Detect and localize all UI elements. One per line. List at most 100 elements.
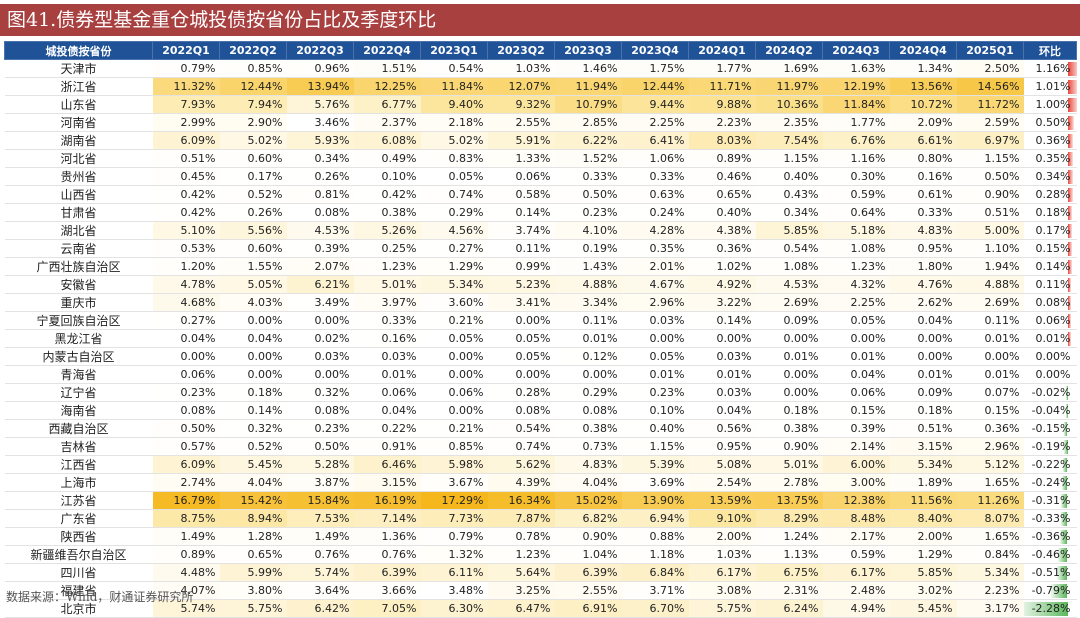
share-cell: 3.25% <box>487 581 555 600</box>
share-cell: 4.10% <box>554 221 622 240</box>
share-cell: 0.39% <box>822 419 890 438</box>
share-cell: 3.97% <box>353 293 421 312</box>
share-cell: 0.49% <box>353 149 421 168</box>
share-cell: 3.64% <box>286 581 354 600</box>
share-cell: 3.46% <box>286 113 354 132</box>
qoq-value: -0.24% <box>1031 475 1071 489</box>
share-cell: 7.14% <box>353 509 421 528</box>
qoq-bar <box>1062 475 1068 490</box>
share-cell: 0.90% <box>956 185 1024 204</box>
qoq-bar <box>1067 331 1071 346</box>
share-cell: 0.02% <box>286 329 354 348</box>
table-row: 河北省 0.51% 0.60% 0.34% 0.49% 0.83% 1.33% 1.52% 1.… <box>4 149 1077 168</box>
share-cell: 0.09% <box>755 311 823 330</box>
share-cell: 5.01% <box>755 455 823 474</box>
qoq-value: 0.15% <box>1035 241 1071 255</box>
share-cell: 6.11% <box>420 563 488 582</box>
share-cell: 2.85% <box>554 113 622 132</box>
share-cell: 6.17% <box>822 563 890 582</box>
share-cell: 8.75% <box>152 509 220 528</box>
share-cell: 0.00% <box>219 347 287 366</box>
share-cell: 4.04% <box>554 473 622 492</box>
qoq-bar <box>1067 259 1072 274</box>
qoq-bar <box>1067 295 1072 310</box>
share-cell: 0.90% <box>755 437 823 456</box>
share-cell: 6.82% <box>554 509 622 528</box>
qoq-value: 0.35% <box>1035 151 1071 165</box>
province-cell: 湖北省 <box>4 221 153 240</box>
share-cell: 2.23% <box>688 113 756 132</box>
qoq-bar <box>1067 97 1077 112</box>
share-cell: 4.68% <box>152 293 220 312</box>
qoq-value: 0.28% <box>1035 187 1071 201</box>
share-cell: 2.55% <box>487 113 555 132</box>
qoq-bar <box>1057 547 1068 562</box>
table-row: 福建省 4.07% 3.80% 3.64% 3.66% 3.48% 3.25% 2.55% 3.… <box>4 581 1077 600</box>
header-quarter: 2024Q1 <box>688 41 756 60</box>
share-cell: 2.18% <box>420 113 488 132</box>
share-cell: 4.07% <box>152 581 220 600</box>
share-cell: 4.94% <box>822 599 890 618</box>
share-cell: 0.42% <box>152 203 220 222</box>
share-cell: 1.06% <box>621 149 689 168</box>
share-cell: 5.45% <box>219 455 287 474</box>
share-cell: 2.09% <box>889 113 957 132</box>
qoq-cell: 0.00% <box>1023 347 1077 366</box>
share-cell: 0.90% <box>554 527 622 546</box>
share-cell: 4.83% <box>554 455 622 474</box>
share-cell: 0.00% <box>420 365 488 384</box>
share-cell: 0.32% <box>219 419 287 438</box>
table-row: 辽宁省 0.23% 0.18% 0.32% 0.06% 0.06% 0.28% 0.29% 0.… <box>4 383 1077 402</box>
share-cell: 0.73% <box>554 437 622 456</box>
share-cell: 3.49% <box>286 293 354 312</box>
share-cell: 1.77% <box>688 59 756 78</box>
share-cell: 2.69% <box>956 293 1024 312</box>
share-cell: 7.54% <box>755 131 823 150</box>
table-row: 湖南省 6.09% 5.02% 5.93% 6.08% 5.02% 5.91% 6.22% 6.… <box>4 131 1077 150</box>
share-cell: 0.12% <box>554 347 622 366</box>
share-cell: 0.60% <box>219 149 287 168</box>
qoq-value: 1.01% <box>1035 79 1071 93</box>
share-cell: 0.18% <box>219 383 287 402</box>
share-cell: 1.15% <box>621 437 689 456</box>
qoq-cell: 0.36% <box>1023 131 1077 150</box>
qoq-bar <box>1062 457 1068 472</box>
table-row: 内蒙古自治区 0.00% 0.00% 0.03% 0.03% 0.00% 0.05% 0.12… <box>4 347 1077 366</box>
share-cell: 7.87% <box>487 509 555 528</box>
share-cell: 2.90% <box>219 113 287 132</box>
share-cell: 15.02% <box>554 491 622 510</box>
share-cell: 0.53% <box>152 239 220 258</box>
share-cell: 1.04% <box>554 545 622 564</box>
share-cell: 0.78% <box>487 527 555 546</box>
share-cell: 0.00% <box>420 347 488 366</box>
share-cell: 0.38% <box>353 203 421 222</box>
share-cell: 6.94% <box>621 509 689 528</box>
share-cell: 9.40% <box>420 95 488 114</box>
share-cell: 0.33% <box>889 203 957 222</box>
share-cell: 1.77% <box>822 113 890 132</box>
share-cell: 5.45% <box>889 599 957 618</box>
qoq-bar <box>1065 385 1068 400</box>
province-cell: 吉林省 <box>4 437 153 456</box>
share-cell: 9.44% <box>621 95 689 114</box>
share-cell: 5.56% <box>219 221 287 240</box>
share-cell: 0.74% <box>487 437 555 456</box>
share-cell: 2.17% <box>822 527 890 546</box>
share-cell: 0.34% <box>755 203 823 222</box>
table-row: 北京市 5.74% 5.75% 6.42% 7.05% 6.30% 6.47% 6.91% 6.… <box>4 599 1077 618</box>
share-cell: 2.00% <box>688 527 756 546</box>
qoq-cell: 0.28% <box>1023 185 1077 204</box>
qoq-value: -0.15% <box>1031 421 1071 435</box>
share-cell: 0.23% <box>152 383 220 402</box>
share-cell: 4.39% <box>487 473 555 492</box>
share-cell: 2.50% <box>956 59 1024 78</box>
share-cell: 3.41% <box>487 293 555 312</box>
table-row: 河南省 2.99% 2.90% 3.46% 2.37% 2.18% 2.55% 2.85% 2.… <box>4 113 1077 132</box>
qoq-value: 0.34% <box>1035 169 1071 183</box>
share-cell: 0.85% <box>219 59 287 78</box>
share-cell: 1.51% <box>353 59 421 78</box>
share-cell: 0.24% <box>621 203 689 222</box>
share-cell: 0.63% <box>621 185 689 204</box>
qoq-bar <box>1067 313 1071 328</box>
share-cell: 2.48% <box>822 581 890 600</box>
